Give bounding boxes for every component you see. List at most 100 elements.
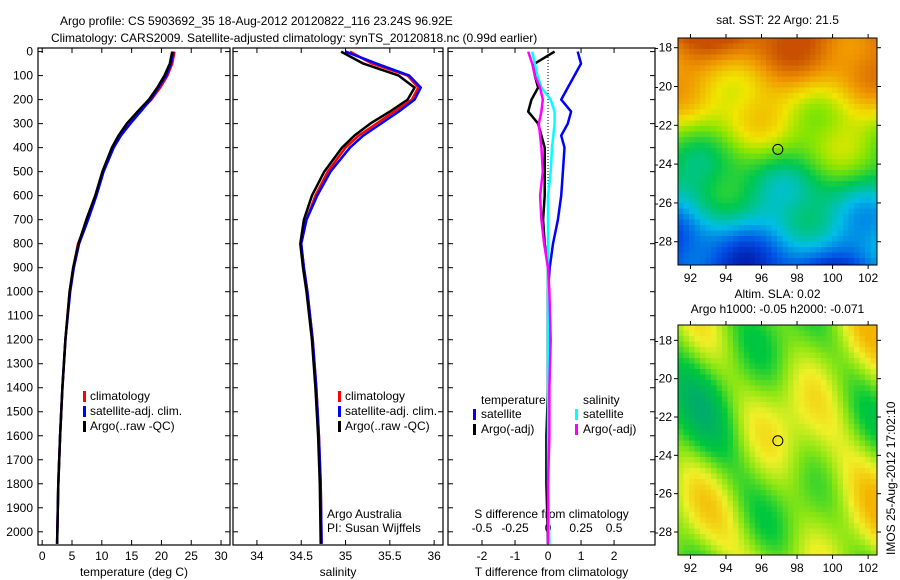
heatmap-cell xyxy=(749,429,756,436)
heatmap-cell xyxy=(700,380,706,386)
heatmap-cell xyxy=(722,374,728,381)
heatmap-cell xyxy=(755,374,761,381)
heatmap-cell xyxy=(810,479,816,485)
heatmap-cell xyxy=(815,164,822,171)
heatmap-cell xyxy=(694,347,701,353)
heatmap-cell xyxy=(727,230,734,237)
heatmap-cell xyxy=(843,131,849,138)
heatmap-cell xyxy=(777,330,783,337)
heatmap-cell xyxy=(777,413,783,419)
heatmap-cell xyxy=(716,462,723,469)
heatmap-cell xyxy=(744,263,750,266)
lat-tick-label: -24 xyxy=(655,157,673,171)
heatmap-cell xyxy=(749,181,756,187)
heatmap-cell xyxy=(821,506,827,513)
heatmap-cell xyxy=(799,60,805,66)
heatmap-cell xyxy=(771,479,778,485)
heatmap-cell xyxy=(793,104,800,110)
heatmap-cell xyxy=(865,49,871,55)
heatmap-cell xyxy=(771,325,778,331)
heatmap-cell xyxy=(733,352,739,359)
heatmap-cell xyxy=(683,534,690,540)
heatmap-cell xyxy=(711,363,717,370)
heatmap-cell xyxy=(859,263,866,266)
heatmap-cell xyxy=(865,545,871,551)
lat-tick-label: -26 xyxy=(655,487,673,501)
heatmap-cell xyxy=(788,87,794,94)
heatmap-cell xyxy=(683,473,690,480)
heatmap-cell xyxy=(832,131,838,138)
heatmap-cell xyxy=(865,186,871,193)
heatmap-cell xyxy=(793,523,800,529)
heatmap-cell xyxy=(727,109,734,116)
depth-tick-label: 100 xyxy=(13,69,33,83)
heatmap-cell xyxy=(705,252,712,259)
heatmap-cell xyxy=(870,60,877,66)
heatmap-cell xyxy=(683,120,690,127)
heatmap-cell xyxy=(678,402,684,408)
heatmap-cell xyxy=(700,142,706,149)
heatmap-cell xyxy=(843,330,849,337)
heatmap-cell xyxy=(766,159,772,165)
heatmap-cell xyxy=(733,391,739,397)
heatmap-cell xyxy=(700,197,706,204)
heatmap-cell xyxy=(722,54,728,61)
legend-label: satellite xyxy=(481,407,522,421)
legend-label: Argo(-adj) xyxy=(481,422,534,436)
heatmap-cell xyxy=(744,347,750,353)
heatmap-cell xyxy=(744,358,750,364)
heatmap-cell xyxy=(722,181,728,187)
heatmap-cell xyxy=(749,512,756,518)
heatmap-cell xyxy=(744,131,750,138)
heatmap-cell xyxy=(733,457,739,463)
heatmap-cell xyxy=(733,104,739,110)
heatmap-cell xyxy=(705,137,712,143)
heatmap-cell xyxy=(760,137,767,143)
heatmap-cell xyxy=(755,241,761,248)
heatmap-cell xyxy=(854,126,860,132)
heatmap-cell xyxy=(788,214,794,220)
heatmap-cell xyxy=(854,104,860,110)
heatmap-cell xyxy=(727,528,734,535)
heatmap-cell xyxy=(744,225,750,231)
heatmap-cell xyxy=(837,142,844,149)
heatmap-cell xyxy=(722,236,728,242)
heatmap-cell xyxy=(843,98,849,105)
heatmap-cell xyxy=(705,76,712,83)
heatmap-cell xyxy=(859,363,866,370)
heatmap-cell xyxy=(821,203,827,209)
heatmap-cell xyxy=(854,60,860,66)
heatmap-cell xyxy=(821,54,827,61)
heatmap-cell xyxy=(716,352,723,359)
heatmap-cell xyxy=(859,550,866,556)
heatmap-cell xyxy=(700,435,706,441)
heatmap-cell xyxy=(705,396,712,403)
heatmap-cell xyxy=(749,435,756,441)
heatmap-cell xyxy=(760,153,767,160)
heatmap-cell xyxy=(826,352,833,359)
heatmap-cell xyxy=(744,512,750,518)
heatmap-cell xyxy=(854,137,860,143)
heatmap-cell xyxy=(760,501,767,507)
heatmap-cell xyxy=(821,550,827,556)
heatmap-cell xyxy=(716,153,723,160)
heatmap-cell xyxy=(705,170,712,176)
heatmap-cell xyxy=(749,258,756,264)
heatmap-cell xyxy=(848,385,855,392)
heatmap-cell xyxy=(689,539,695,546)
heatmap-cell xyxy=(843,148,849,154)
heatmap-cell xyxy=(722,490,728,496)
heatmap-cell xyxy=(843,60,849,66)
heatmap-cell xyxy=(854,330,860,337)
heatmap-cell xyxy=(749,451,756,458)
heatmap-cell xyxy=(810,429,816,436)
heatmap-cell xyxy=(843,181,849,187)
legend-swatch xyxy=(338,421,341,432)
heatmap-cell xyxy=(760,517,767,524)
heatmap-cell xyxy=(760,38,767,44)
heatmap-cell xyxy=(782,247,789,253)
heatmap-cell xyxy=(700,76,706,83)
heatmap-cell xyxy=(766,236,772,242)
heatmap-cell xyxy=(832,82,838,88)
heatmap-cell xyxy=(738,43,745,50)
